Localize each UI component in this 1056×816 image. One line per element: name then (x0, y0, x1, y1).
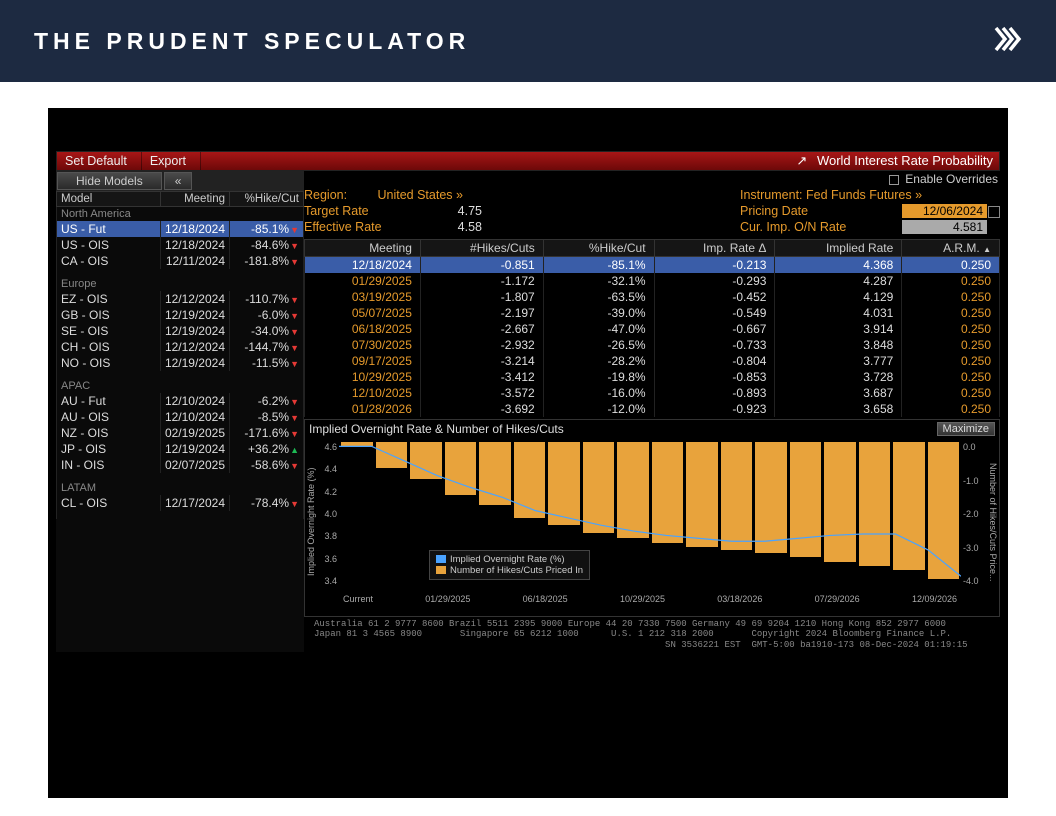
y-ticks-right: 0.0-1.0-2.0-3.0-4.0 (961, 438, 987, 606)
meeting-row[interactable]: 12/18/2024-0.851-85.1%-0.2134.3680.250 (305, 257, 1000, 274)
instrument-label: Instrument: (740, 188, 803, 202)
set-default-button[interactable]: Set Default (57, 152, 142, 170)
models-table: Model Meeting %Hike/Cut North AmericaUS … (56, 191, 304, 519)
x-ticks: Current01/29/202506/18/202510/29/202503/… (339, 594, 961, 604)
model-row[interactable]: CH - OIS12/12/2024-144.7%▼ (57, 339, 304, 355)
model-row[interactable]: US - OIS12/18/2024-84.6%▼ (57, 237, 304, 253)
screen-title-text: World Interest Rate Probability (817, 153, 993, 168)
model-row[interactable]: SE - OIS12/19/2024-34.0%▼ (57, 323, 304, 339)
meeting-row[interactable]: 06/18/2025-2.667-47.0%-0.6673.9140.250 (305, 321, 1000, 337)
meeting-row[interactable]: 10/29/2025-3.412-19.8%-0.8533.7280.250 (305, 369, 1000, 385)
model-row[interactable]: CL - OIS12/17/2024-78.4%▼ (57, 495, 304, 511)
model-row[interactable]: EZ - OIS12/12/2024-110.7%▼ (57, 291, 304, 307)
meetings-col[interactable]: Meeting (305, 240, 421, 257)
meeting-row[interactable]: 09/17/2025-3.214-28.2%-0.8043.7770.250 (305, 353, 1000, 369)
meetings-table: Meeting#Hikes/Cuts%Hike/CutImp. Rate ΔIm… (304, 239, 1000, 417)
meetings-col[interactable]: A.R.M. ▲ (902, 240, 1000, 257)
meeting-row[interactable]: 07/30/2025-2.932-26.5%-0.7333.8480.250 (305, 337, 1000, 353)
terminal-container: Set Default Export ↗ World Interest Rate… (0, 82, 1056, 798)
col-pct[interactable]: %Hike/Cut (230, 192, 304, 207)
main-panel: Enable Overrides Region: United States »… (304, 171, 1000, 652)
target-value: 4.75 (442, 204, 482, 218)
chart-title-text: Implied Overnight Rate & Number of Hikes… (309, 422, 564, 436)
external-link-icon[interactable]: ↗ (796, 153, 807, 168)
meeting-row[interactable]: 12/10/2025-3.572-16.0%-0.8933.6870.250 (305, 385, 1000, 401)
cur-rate-input[interactable]: 4.581 (902, 220, 987, 234)
site-title: THE PRUDENT SPECULATOR (34, 28, 470, 55)
meeting-row[interactable]: 01/28/2026-3.692-12.0%-0.9233.6580.250 (305, 401, 1000, 417)
legend-line-swatch (436, 555, 446, 563)
models-sidebar: Hide Models « Model Meeting %Hike/Cut No… (56, 171, 304, 652)
model-row[interactable]: GB - OIS12/19/2024-6.0%▼ (57, 307, 304, 323)
model-row[interactable]: NZ - OIS02/19/2025-171.6%▼ (57, 425, 304, 441)
bloomberg-terminal: Set Default Export ↗ World Interest Rate… (48, 108, 1008, 798)
calendar-icon[interactable] (988, 206, 1000, 218)
y-axis-right-label: Number of Hikes/Cuts Price... (987, 438, 999, 606)
group-header: LATAM (57, 481, 304, 495)
meetings-col[interactable]: #Hikes/Cuts (420, 240, 543, 257)
effective-value: 4.58 (442, 220, 482, 234)
y-ticks-left: 4.64.44.24.03.83.63.4 (317, 438, 339, 606)
maximize-button[interactable]: Maximize (937, 422, 995, 436)
meeting-row[interactable]: 03/19/2025-1.807-63.5%-0.4524.1290.250 (305, 289, 1000, 305)
target-label: Target Rate (304, 204, 442, 218)
meetings-col[interactable]: Imp. Rate Δ (654, 240, 775, 257)
model-row[interactable]: US - Fut12/18/2024-85.1%▼ (57, 221, 304, 237)
collapse-button[interactable]: « (164, 172, 193, 190)
model-row[interactable]: AU - OIS12/10/2024-8.5%▼ (57, 409, 304, 425)
terminal-footer: Australia 61 2 9777 8600 Brazil 5511 239… (304, 617, 1000, 652)
region-value[interactable]: United States » (377, 188, 462, 202)
group-header: Europe (57, 277, 304, 291)
meetings-col[interactable]: Implied Rate (775, 240, 902, 257)
enable-overrides-label: Enable Overrides (905, 172, 998, 186)
group-header: APAC (57, 379, 304, 393)
toolbar: Set Default Export ↗ World Interest Rate… (56, 151, 1000, 171)
pricing-date-label: Pricing Date (740, 204, 902, 218)
effective-label: Effective Rate (304, 220, 442, 234)
cur-rate-label: Cur. Imp. O/N Rate (740, 220, 902, 234)
col-meeting[interactable]: Meeting (160, 192, 229, 207)
col-model[interactable]: Model (57, 192, 161, 207)
legend-line-label: Implied Overnight Rate (%) (450, 554, 565, 565)
export-button[interactable]: Export (142, 152, 201, 170)
chart-legend: Implied Overnight Rate (%) Number of Hik… (429, 550, 590, 580)
screen-title: ↗ World Interest Rate Probability (790, 153, 999, 169)
model-row[interactable]: CA - OIS12/11/2024-181.8%▼ (57, 253, 304, 269)
instrument-value[interactable]: Fed Funds Futures » (806, 188, 922, 202)
hide-models-button[interactable]: Hide Models (57, 172, 162, 190)
y-axis-left-label: Implied Overnight Rate (%) (305, 438, 317, 606)
region-label: Region: (304, 188, 374, 202)
site-header: THE PRUDENT SPECULATOR (0, 0, 1056, 82)
meeting-row[interactable]: 05/07/2025-2.197-39.0%-0.5494.0310.250 (305, 305, 1000, 321)
enable-overrides[interactable]: Enable Overrides (304, 171, 1000, 187)
model-row[interactable]: NO - OIS12/19/2024-11.5%▼ (57, 355, 304, 371)
checkbox-icon[interactable] (889, 175, 899, 185)
site-logo-icon (992, 24, 1022, 59)
model-row[interactable]: JP - OIS12/19/2024+36.2%▲ (57, 441, 304, 457)
chart-plot: Implied Overnight Rate (%) Number of Hik… (339, 442, 961, 606)
group-header: North America (57, 207, 304, 222)
pricing-date-input[interactable]: 12/06/2024 (902, 204, 987, 218)
model-row[interactable]: AU - Fut12/10/2024-6.2%▼ (57, 393, 304, 409)
meetings-col[interactable]: %Hike/Cut (543, 240, 654, 257)
legend-bar-label: Number of Hikes/Cuts Priced In (450, 565, 583, 576)
model-row[interactable]: IN - OIS02/07/2025-58.6%▼ (57, 457, 304, 473)
legend-bar-swatch (436, 566, 446, 574)
meeting-row[interactable]: 01/29/2025-1.172-32.1%-0.2934.2870.250 (305, 273, 1000, 289)
chart: Implied Overnight Rate & Number of Hikes… (304, 419, 1000, 617)
